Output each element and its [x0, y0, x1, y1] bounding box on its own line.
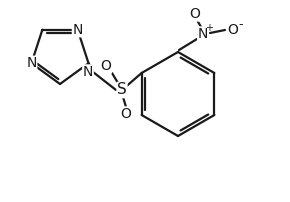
Text: N: N: [26, 56, 37, 70]
Text: N: N: [198, 27, 208, 41]
Text: S: S: [117, 82, 127, 98]
Text: O: O: [101, 59, 111, 73]
Text: N: N: [72, 23, 83, 37]
Text: -: -: [239, 19, 243, 32]
Text: +: +: [205, 23, 213, 33]
Text: O: O: [121, 107, 131, 121]
Text: O: O: [190, 7, 200, 21]
Text: O: O: [228, 23, 238, 37]
Text: N: N: [83, 65, 93, 79]
